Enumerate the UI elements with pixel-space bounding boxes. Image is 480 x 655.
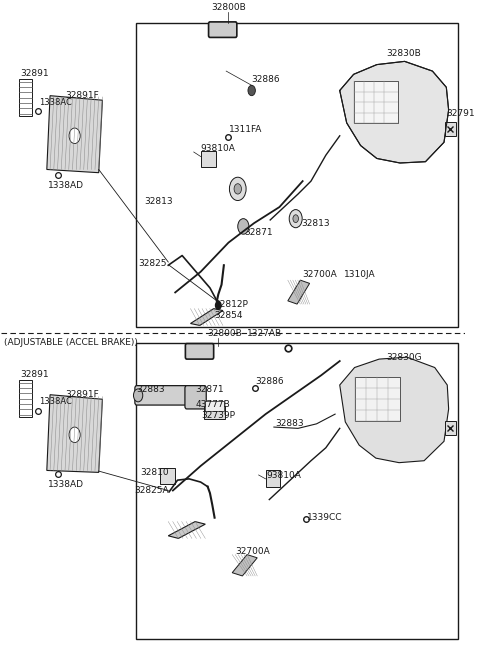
- Text: 32883: 32883: [275, 419, 303, 428]
- Text: 32810: 32810: [141, 468, 169, 477]
- Text: 32700A: 32700A: [236, 547, 270, 556]
- Circle shape: [133, 389, 143, 402]
- Text: 32825A: 32825A: [134, 486, 168, 495]
- Circle shape: [69, 128, 80, 143]
- Circle shape: [234, 183, 241, 194]
- Polygon shape: [47, 96, 102, 173]
- Text: 32813: 32813: [144, 197, 173, 206]
- Text: 43777B: 43777B: [195, 400, 230, 409]
- Text: 1311FA: 1311FA: [228, 125, 262, 134]
- Circle shape: [293, 215, 299, 223]
- Text: 32883: 32883: [137, 385, 165, 394]
- Circle shape: [229, 178, 246, 200]
- FancyBboxPatch shape: [354, 81, 397, 123]
- FancyBboxPatch shape: [135, 386, 192, 405]
- Text: 32891: 32891: [20, 69, 48, 77]
- Circle shape: [248, 85, 255, 96]
- Circle shape: [289, 210, 302, 228]
- FancyBboxPatch shape: [160, 468, 175, 484]
- Text: 1339CC: 1339CC: [307, 513, 343, 522]
- Text: 32830G: 32830G: [386, 353, 422, 362]
- Text: 32813: 32813: [302, 219, 330, 228]
- Text: 32700A: 32700A: [303, 271, 337, 280]
- Polygon shape: [191, 309, 223, 326]
- Text: 1338AC: 1338AC: [39, 98, 72, 107]
- Circle shape: [238, 219, 249, 234]
- Text: 32739P: 32739P: [202, 411, 236, 420]
- FancyBboxPatch shape: [445, 421, 456, 435]
- Polygon shape: [47, 395, 102, 472]
- Text: 32891F: 32891F: [65, 90, 99, 100]
- FancyBboxPatch shape: [201, 151, 216, 167]
- Text: 32854: 32854: [215, 310, 243, 320]
- FancyBboxPatch shape: [265, 470, 280, 487]
- Circle shape: [69, 427, 80, 443]
- Text: 1338AC: 1338AC: [39, 397, 72, 405]
- Text: 93810A: 93810A: [266, 471, 301, 480]
- Text: 32891F: 32891F: [65, 390, 99, 399]
- FancyBboxPatch shape: [185, 386, 206, 409]
- Polygon shape: [340, 357, 449, 462]
- Polygon shape: [288, 280, 310, 304]
- Text: 32791: 32791: [446, 109, 475, 118]
- Text: 32812P: 32812P: [215, 299, 249, 309]
- FancyBboxPatch shape: [185, 344, 214, 359]
- Text: 93810A: 93810A: [201, 144, 236, 153]
- FancyBboxPatch shape: [205, 401, 224, 411]
- Text: 32891: 32891: [20, 369, 48, 379]
- Text: 32800B: 32800B: [208, 329, 242, 339]
- Polygon shape: [232, 555, 257, 576]
- Text: 32886: 32886: [252, 75, 280, 84]
- FancyBboxPatch shape: [445, 122, 456, 136]
- Circle shape: [216, 301, 221, 309]
- FancyBboxPatch shape: [204, 405, 225, 419]
- Polygon shape: [340, 62, 449, 163]
- Text: 1338AD: 1338AD: [48, 181, 84, 190]
- Text: 32871: 32871: [245, 229, 273, 237]
- Text: 32871: 32871: [195, 385, 224, 394]
- Text: 32800B: 32800B: [211, 3, 246, 12]
- Text: (ADJUSTABLE (ACCEL BRAKE)): (ADJUSTABLE (ACCEL BRAKE)): [4, 338, 138, 346]
- Text: 1310JA: 1310JA: [344, 271, 376, 280]
- FancyBboxPatch shape: [209, 22, 237, 37]
- Text: 32825: 32825: [138, 259, 167, 269]
- Text: 1327AB: 1327AB: [247, 329, 282, 339]
- Polygon shape: [168, 521, 205, 538]
- FancyBboxPatch shape: [355, 377, 400, 421]
- Text: 1338AD: 1338AD: [48, 480, 84, 489]
- Text: 32886: 32886: [255, 377, 284, 386]
- Text: 32830B: 32830B: [386, 49, 421, 58]
